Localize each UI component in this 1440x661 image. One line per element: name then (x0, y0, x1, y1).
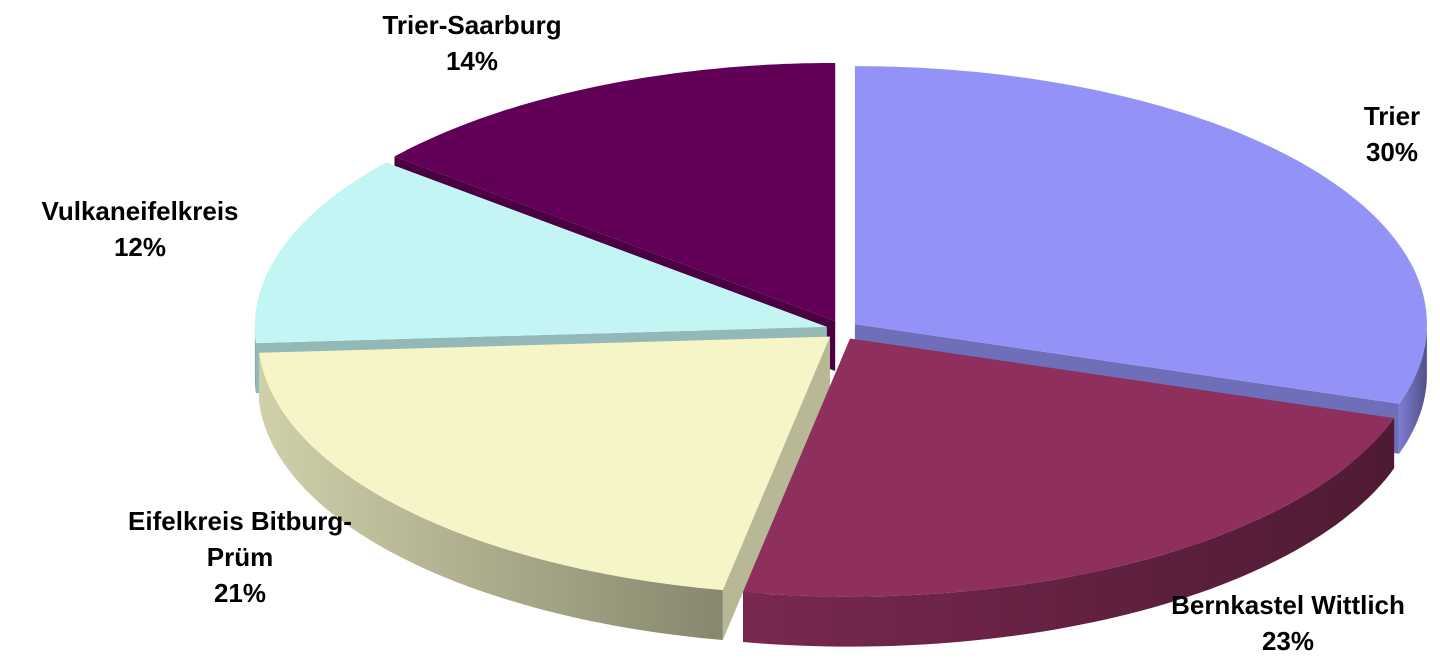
slice (259, 336, 831, 640)
slice-side (1398, 324, 1427, 454)
slice-top (259, 336, 831, 590)
category-label: Bernkastel Wittlich (1171, 590, 1405, 620)
category-label-line: Prüm (207, 542, 273, 572)
data-label: Bernkastel Wittlich 23% (1171, 590, 1405, 656)
value-label: 30% (1366, 137, 1418, 167)
value-label: 21% (214, 578, 266, 608)
category-label: Vulkaneifelkreis (41, 196, 238, 226)
category-label: Trier-Saarburg (382, 10, 561, 40)
category-label-line: Bernkastel Wittlich (1171, 590, 1405, 620)
slice-side (259, 352, 723, 640)
slice-side (254, 326, 256, 394)
value-label: 23% (1262, 626, 1314, 656)
category-label-line: Trier (1364, 101, 1420, 131)
category-label-line: Trier-Saarburg (382, 10, 561, 40)
category-label: Eifelkreis Bitburg- Prüm (128, 506, 352, 572)
data-label: Trier 30% (1364, 101, 1420, 167)
category-label: Trier (1364, 101, 1420, 131)
slice-cut-face (722, 336, 830, 640)
data-label: Trier-Saarburg 14% (382, 10, 561, 76)
slice-top (394, 63, 836, 321)
category-label-line: Vulkaneifelkreis (41, 196, 238, 226)
data-label: Vulkaneifelkreis 12% (41, 196, 238, 262)
slice-top (854, 66, 1427, 404)
category-label-line: Eifelkreis Bitburg- (128, 506, 352, 536)
slice (743, 338, 1395, 647)
slice-top (254, 162, 827, 344)
value-label: 14% (446, 46, 498, 76)
value-label: 12% (114, 232, 166, 262)
slice-top (743, 338, 1395, 597)
data-label: Eifelkreis Bitburg- Prüm 21% (128, 506, 352, 608)
slice-side (743, 418, 1395, 647)
